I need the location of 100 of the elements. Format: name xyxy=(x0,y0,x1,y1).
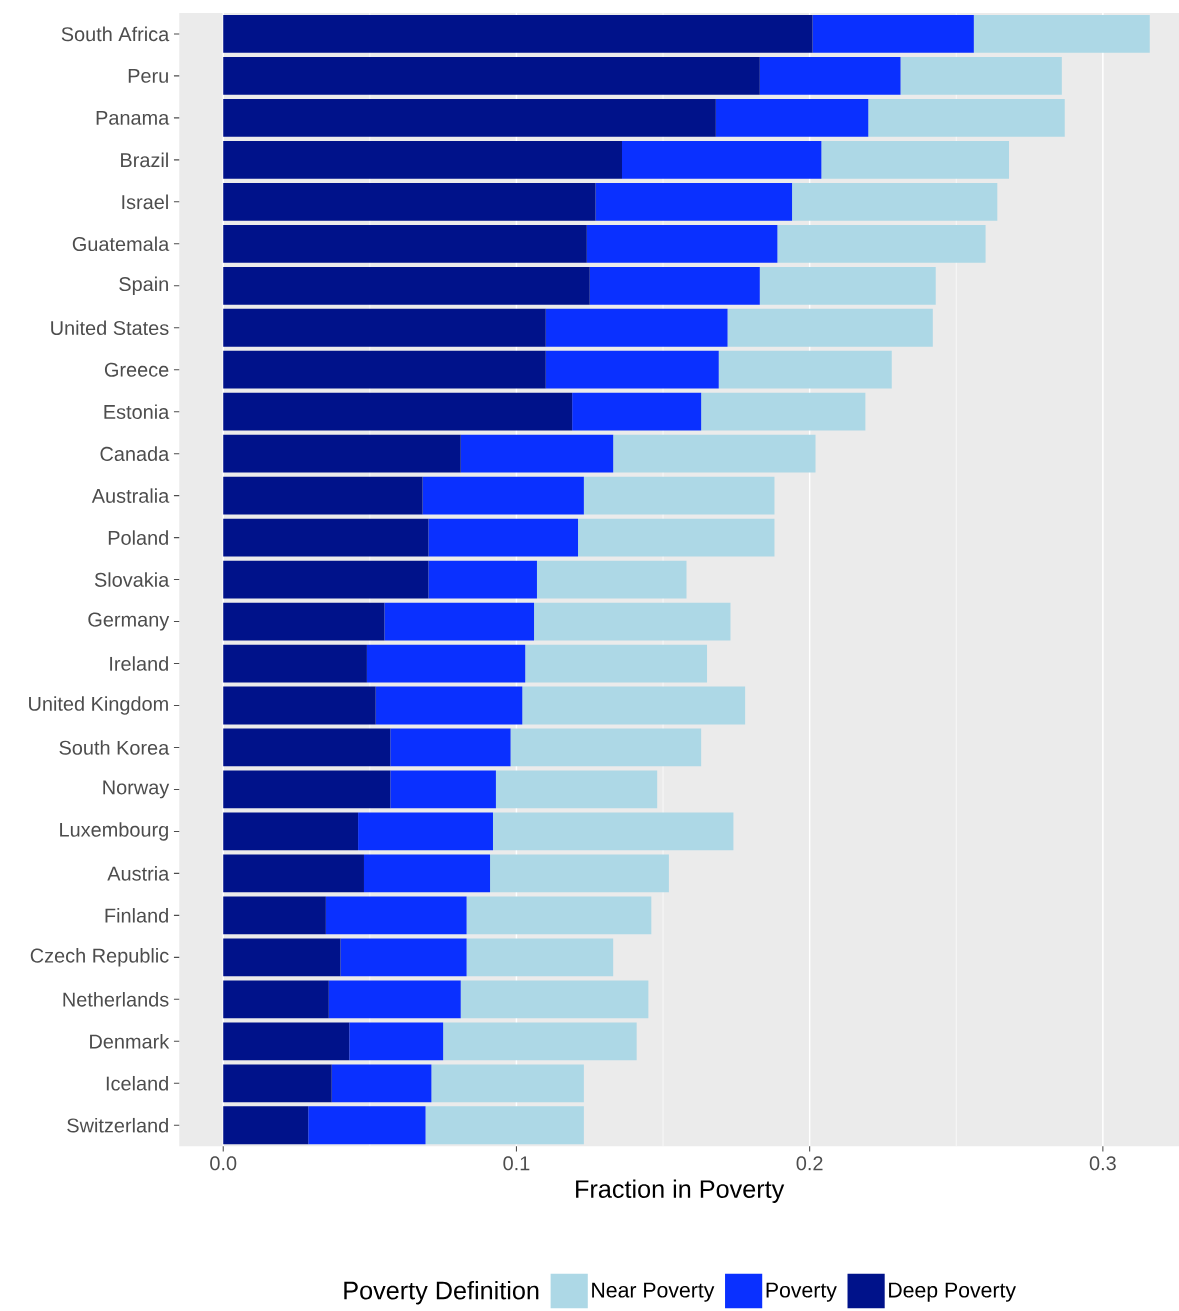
bar xyxy=(331,1064,432,1103)
y-tick-label: Spain xyxy=(119,276,168,296)
y-tick-label: Iceland xyxy=(106,1075,168,1091)
y-tick-label: Estonia xyxy=(104,404,170,419)
bar xyxy=(358,812,493,851)
bar xyxy=(349,1022,444,1061)
bar xyxy=(460,434,614,473)
y-tick-label: Israel xyxy=(122,194,168,210)
bar xyxy=(340,938,467,977)
bar xyxy=(522,686,746,725)
y-tick-label: Panama xyxy=(96,110,170,125)
bar xyxy=(223,266,590,305)
bar xyxy=(534,602,731,641)
x-axis-title: Fraction in Poverty xyxy=(576,1179,785,1203)
bar xyxy=(583,476,775,515)
bar xyxy=(223,140,622,179)
bar xyxy=(223,980,329,1019)
bar xyxy=(363,854,491,893)
bar xyxy=(595,182,793,221)
bar xyxy=(718,350,892,389)
bar xyxy=(613,434,816,473)
y-tick-label: South Korea xyxy=(59,740,170,755)
y-tick-label: United States xyxy=(51,320,169,336)
bar xyxy=(308,1106,426,1145)
bar xyxy=(792,182,998,221)
bar xyxy=(223,728,391,767)
bar xyxy=(223,308,546,347)
y-tick-label: Luxembourg xyxy=(60,822,168,841)
bar xyxy=(572,392,702,431)
bar xyxy=(223,938,341,977)
legend-label: Deep Poverty xyxy=(889,1282,1016,1302)
bar xyxy=(490,854,669,893)
bar xyxy=(223,392,573,431)
bar xyxy=(366,644,526,683)
y-tick-label: Austria xyxy=(107,866,170,881)
y-tick-label: Canada xyxy=(100,446,170,461)
y-tick-label: Germany xyxy=(88,612,170,631)
bar xyxy=(223,57,760,95)
bar xyxy=(223,1106,309,1145)
bar xyxy=(443,1022,637,1061)
bar xyxy=(973,15,1150,53)
legend-label: Poverty xyxy=(766,1282,837,1302)
bar xyxy=(545,308,728,347)
bar xyxy=(900,57,1062,95)
y-tick-label: Denmark xyxy=(90,1033,170,1049)
bar xyxy=(495,770,658,809)
bar xyxy=(223,854,364,893)
bar xyxy=(460,980,649,1019)
bar xyxy=(727,308,933,347)
x-tick-label: 0.1 xyxy=(503,1156,530,1171)
bar xyxy=(492,812,734,851)
bar xyxy=(777,224,986,263)
y-tick-label: Brazil xyxy=(121,152,168,168)
bar xyxy=(223,602,385,641)
bar xyxy=(466,896,652,935)
bar xyxy=(325,896,467,935)
bar xyxy=(586,224,778,263)
bar xyxy=(223,1064,332,1103)
y-tick-label: Slovakia xyxy=(94,572,170,587)
bar xyxy=(223,896,326,935)
y-tick-label: Finland xyxy=(105,908,168,923)
bar xyxy=(390,728,511,767)
bar xyxy=(621,140,822,179)
bar xyxy=(536,560,687,599)
bar xyxy=(223,1022,350,1061)
bar xyxy=(577,518,775,557)
legend-label: Near Poverty xyxy=(592,1282,715,1302)
bar xyxy=(701,392,866,431)
bar xyxy=(431,1064,584,1103)
bar xyxy=(525,644,707,683)
bar xyxy=(328,980,461,1019)
y-tick-label: Netherlands xyxy=(63,992,169,1007)
y-tick-label: United Kingdom xyxy=(29,696,168,715)
bar xyxy=(868,98,1065,137)
y-tick-label: Czech Republic xyxy=(30,948,169,967)
bar xyxy=(223,686,376,725)
bar xyxy=(223,518,429,557)
bar xyxy=(812,15,974,53)
bar xyxy=(223,644,367,683)
y-tick-label: Ireland xyxy=(110,656,168,671)
bar xyxy=(759,266,936,305)
bar xyxy=(223,98,716,137)
bar xyxy=(510,728,702,767)
bar xyxy=(223,350,546,389)
bar xyxy=(821,140,1009,179)
y-tick-label: Poland xyxy=(108,530,168,545)
bar xyxy=(390,770,496,809)
bar xyxy=(422,476,584,515)
y-tick-label: Peru xyxy=(128,68,168,83)
x-tick-label: 0.2 xyxy=(796,1156,823,1171)
y-tick-label: Guatemala xyxy=(72,236,170,252)
bar xyxy=(223,434,461,473)
legend-title: Poverty Definition xyxy=(344,1280,539,1305)
bar xyxy=(384,602,534,641)
bar xyxy=(223,15,813,53)
bar xyxy=(759,57,901,95)
bar xyxy=(425,1106,584,1145)
bar xyxy=(715,98,869,137)
y-tick-label: Greece xyxy=(104,362,169,377)
y-tick-label: Switzerland xyxy=(67,1117,168,1133)
